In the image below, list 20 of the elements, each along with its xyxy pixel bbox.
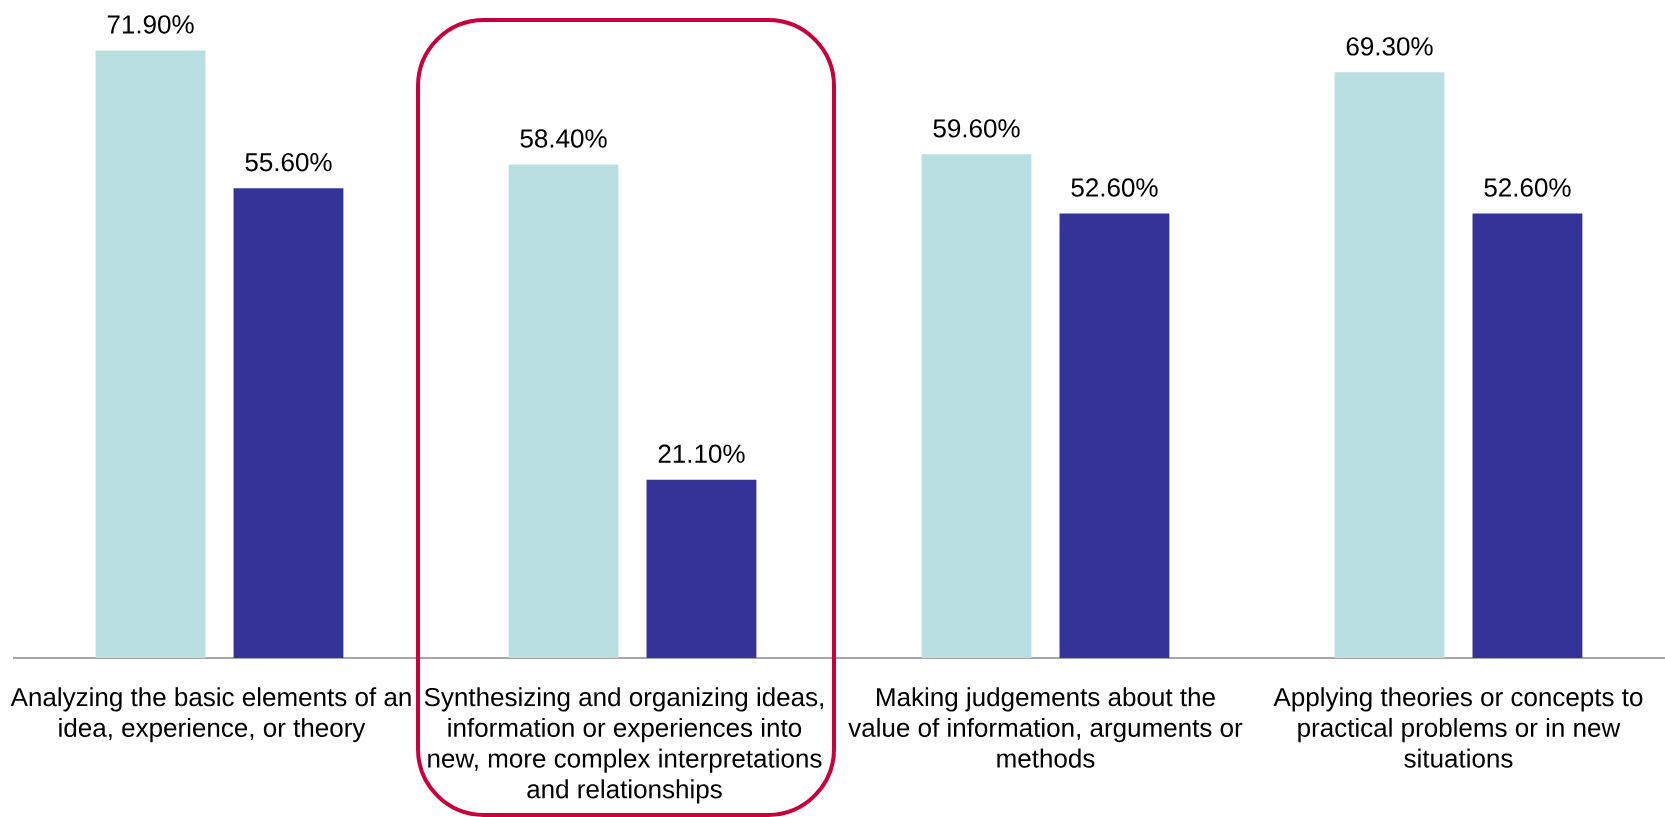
- bar: [233, 188, 344, 658]
- data-label: 58.40%: [520, 129, 607, 148]
- bar: [95, 50, 206, 658]
- x-tick-label: Analyzing the basic elements of an idea, experience, or theory: [10, 687, 411, 743]
- bar: [921, 154, 1032, 658]
- x-tick-label: Making judgements about the value of information, arguments or methods: [848, 687, 1243, 768]
- bar: [508, 164, 619, 658]
- x-tick-label: Applying theories or concepts to practical problems or in new situations: [1273, 687, 1643, 768]
- data-label: 69.30%: [1346, 37, 1433, 56]
- data-label: 71.90%: [107, 15, 194, 34]
- bar: [646, 479, 757, 658]
- bar: [1472, 213, 1583, 658]
- bar: [1059, 213, 1170, 658]
- bar: [1334, 72, 1445, 658]
- data-label: 59.60%: [933, 119, 1020, 138]
- data-label: 52.60%: [1484, 178, 1571, 197]
- data-label: 21.10%: [658, 444, 745, 463]
- data-label: 52.60%: [1071, 178, 1158, 197]
- data-label: 55.60%: [245, 152, 332, 172]
- x-tick-label: Synthesizing and organizing ideas, information or experiences into new, more complex interpretations and relationships: [424, 687, 823, 804]
